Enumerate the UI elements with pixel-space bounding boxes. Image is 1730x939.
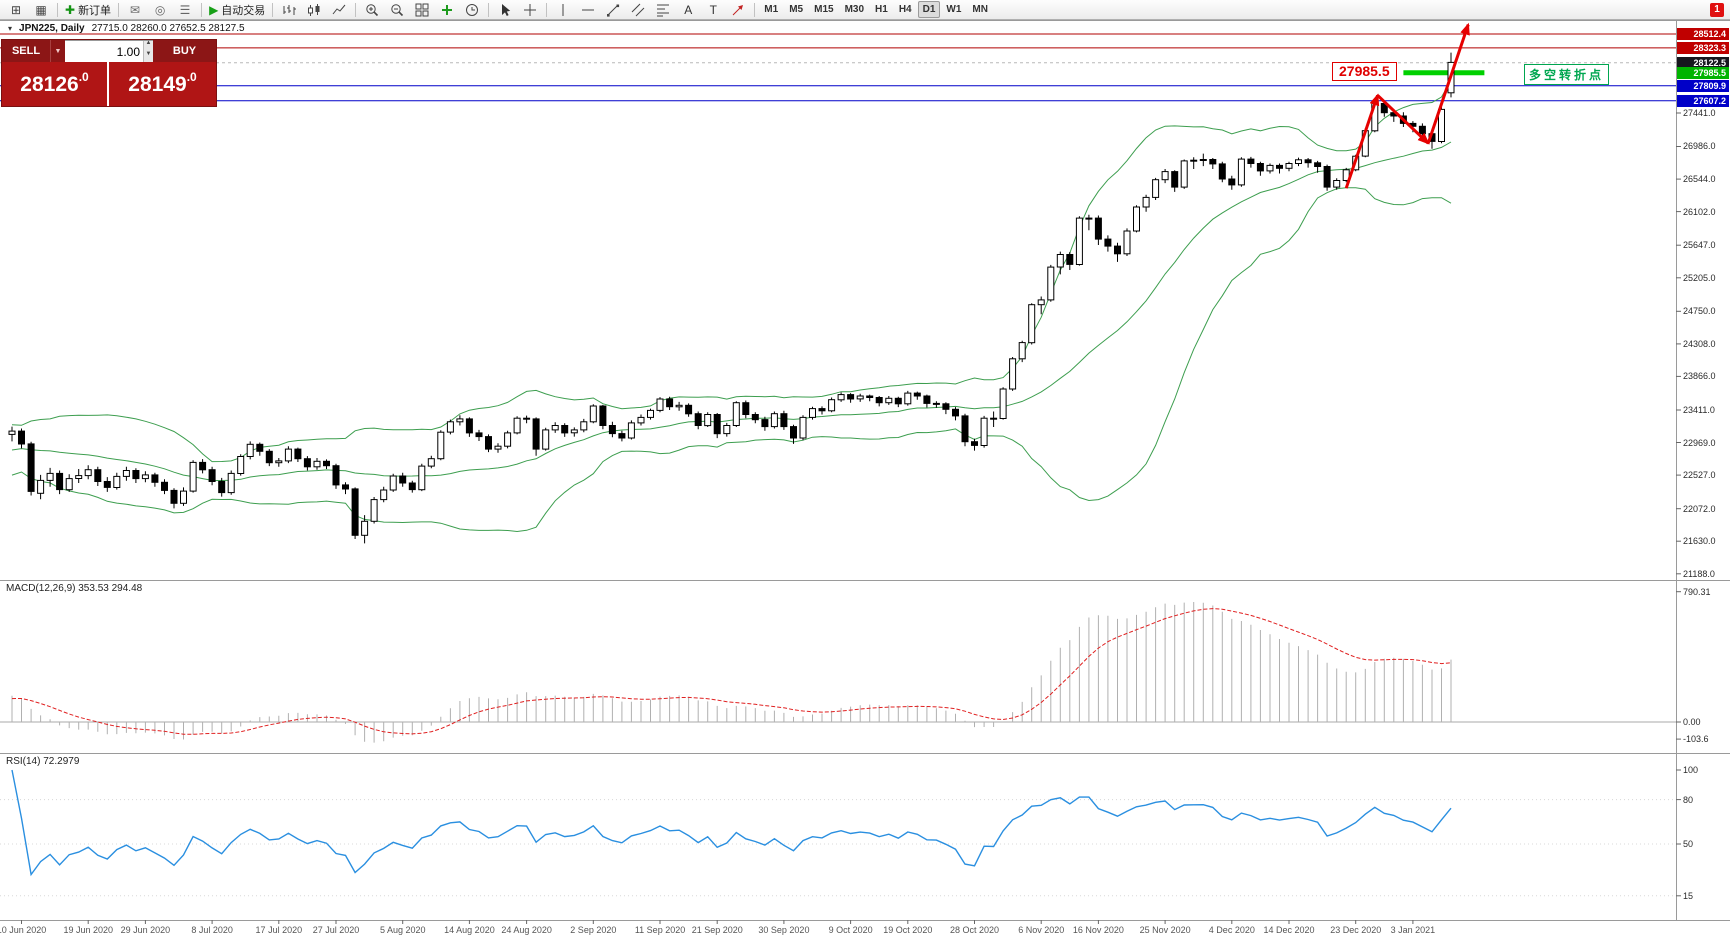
toolbar-separator [754,2,756,17]
label-tool-icon[interactable]: T [709,2,717,17]
chevron-down-icon[interactable]: ▾ [8,24,13,33]
turning-point-label[interactable]: 多空转折点 [1524,64,1610,85]
one-click-trading-panel: SELL ▼ ▲ ▼ BUY 28126.0 28149.0 [2,40,216,106]
order-type-dropdown[interactable]: ▼ [50,40,65,62]
sell-button[interactable]: SELL [2,40,50,62]
bollinger-lower-band [11,187,1452,533]
rsi-indicator-label: RSI(14) 72.2979 [6,756,80,767]
macd-indicator-label: MACD(12,26,9) 353.53 294.48 [6,583,143,594]
autotrade-button[interactable]: ▶ 自动交易 [209,2,266,17]
timeframe-m1[interactable]: M1 [764,4,779,15]
zoom-in-icon[interactable] [360,0,384,19]
alerts-icon[interactable]: ◎ [154,2,166,17]
timeframe-m5[interactable]: M5 [789,4,804,15]
new-order-button[interactable]: ✚ 新订单 [65,2,112,17]
horizontal-line-icon[interactable] [576,0,600,19]
line-chart-icon[interactable] [327,0,351,19]
timeframe-mn[interactable]: MN [972,4,988,15]
timeframe-h4[interactable]: H4 [898,4,912,15]
sell-price[interactable]: 28126.0 [2,62,107,106]
text-tool-icon[interactable]: A [684,2,693,17]
axis-tick-marks [21,112,1681,924]
trend-arrow[interactable] [1426,22,1470,144]
arrow-tool-icon[interactable] [726,0,750,19]
crosshair-icon[interactable] [518,0,542,19]
macd-histogram [11,602,1452,743]
macd-panel [0,602,1676,743]
timeframe-m15[interactable]: M15 [814,4,834,15]
zoom-out-icon[interactable] [385,0,409,19]
macd-signal-line [11,608,1452,735]
volume-down-icon[interactable]: ▼ [143,51,153,62]
buy-price[interactable]: 28149.0 [109,62,216,106]
tile-windows-icon[interactable] [410,0,434,19]
periods-icon[interactable] [460,0,484,19]
toolbar-separator [118,2,120,17]
trendline-icon[interactable] [601,0,625,19]
bull-candles [8,61,1455,536]
toolbar-items: ⊞ ▦ ✚ 新订单 ✉ ◎ ☰ ▶ 自动交易 A T M1 M5 M15 M30 H1 H4 D1 W1 MN [4,0,993,19]
toolbar-separator [355,2,357,17]
indicators-icon[interactable] [435,0,459,19]
bollinger-upper-band [11,80,1452,463]
timeframe-h1[interactable]: H1 [875,4,888,15]
volume-stepper: ▲ ▼ [143,40,153,62]
buy-button[interactable]: BUY [153,40,216,62]
fibonacci-icon[interactable] [651,0,675,19]
trend-arrow[interactable] [1344,93,1380,189]
toolbar-separator [488,2,490,17]
timeframe-d1[interactable]: D1 [917,1,941,18]
bar-chart-icon[interactable] [277,0,301,19]
price-callout-label[interactable]: 27985.5 [1332,62,1397,81]
rsi-line [11,769,1452,877]
mql5-chat-icon[interactable]: ✉ [130,2,141,17]
candlestick-chart-icon[interactable] [302,0,326,19]
toolbar-separator [272,2,274,17]
timeframe-w1[interactable]: W1 [946,4,962,15]
notification-badge[interactable]: 1 [1710,3,1724,17]
chart-profiles-icon[interactable]: ▦ [35,2,47,17]
trend-arrow[interactable] [1376,94,1430,145]
volume-input[interactable] [65,41,143,62]
channel-icon[interactable] [626,0,650,19]
toolbar-separator [546,2,548,17]
vertical-line-icon[interactable] [551,0,575,19]
rsi-panel [0,769,1676,897]
cursor-icon[interactable] [493,0,517,19]
bear-candles [18,103,1436,536]
toolbar-separator [57,2,58,17]
symbol-title: JPN225, Daily [19,23,85,34]
timeframe-m30[interactable]: M30 [844,4,865,15]
new-chart-icon[interactable]: ⊞ [10,2,22,17]
panel-frame [0,20,1730,921]
toolbar: ⊞ ▦ ✚ 新订单 ✉ ◎ ☰ ▶ 自动交易 A T M1 M5 M15 M30 H1 H4 D1 W1 MN 1 [0,0,1730,20]
chart-header: ▾ JPN225, Daily 27715.0 28260.0 27652.5 … [8,23,245,34]
toolbar-separator [201,2,203,17]
ohlc-readout: 27715.0 28260.0 27652.5 28127.5 [91,23,245,34]
candle-wicks [11,52,1452,544]
volume-up-icon[interactable]: ▲ [143,40,153,52]
volume-box: ▲ ▼ [65,40,153,62]
main-chart-panel [0,22,1676,544]
market-watch-icon[interactable]: ☰ [179,2,191,17]
bollinger-middle-band [11,141,1452,482]
